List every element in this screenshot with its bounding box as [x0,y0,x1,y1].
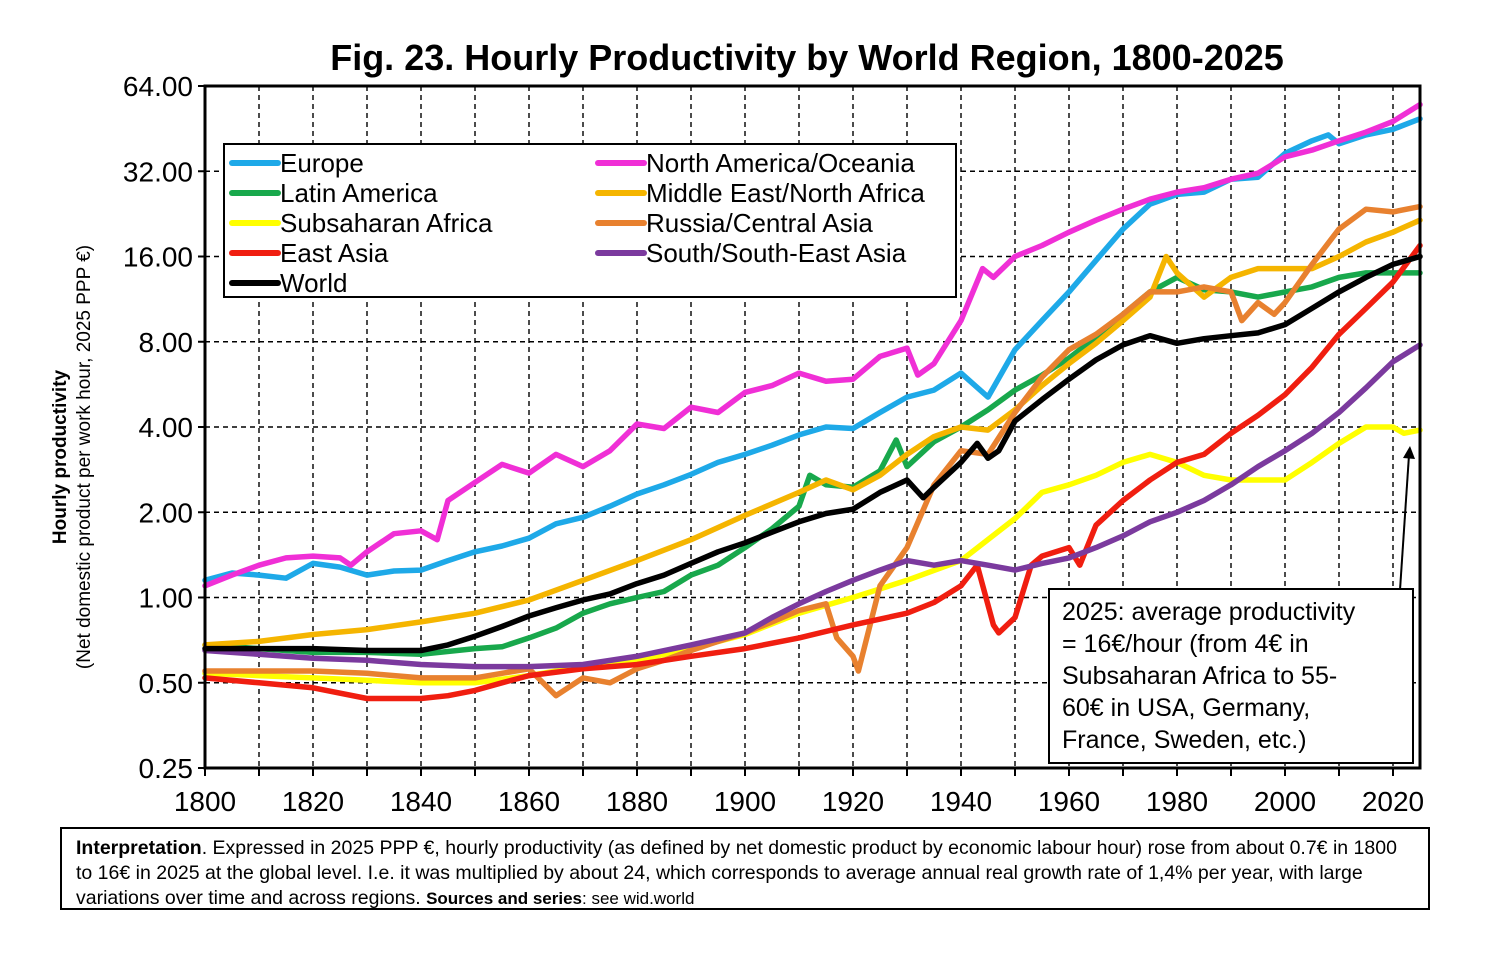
legend-label: Russia/Central Asia [646,208,873,238]
y-tick-label: 8.00 [139,327,194,358]
chart-title: Fig. 23. Hourly Productivity by World Re… [330,37,1284,78]
x-tick-label: 1880 [606,786,668,817]
series-line-south-south-east-asia [202,342,1423,670]
interpretation-box: Interpretation. Expressed in 2025 PPP €,… [60,827,1430,910]
interpretation-label: Interpretation [76,837,202,859]
legend-label: North America/Oceania [646,148,915,178]
legend-label: South/South-East Asia [646,238,907,268]
x-tick-label: 1820 [282,786,344,817]
sources-text: : see wid.world [582,889,695,908]
sources-label: Sources and series [426,889,582,908]
plot-frame [203,84,1422,770]
y-tick-label: 16.00 [123,242,193,273]
x-tick-label: 1800 [174,786,236,817]
legend-label: Europe [280,148,364,178]
x-tick-label: 1960 [1038,786,1100,817]
series-line-middle-east-north-africa [202,217,1423,648]
y-tick-label: 1.00 [139,583,194,614]
y-tick-label: 0.50 [139,668,194,699]
arrow-head-icon [1403,446,1415,459]
annotation-line-2: = 16€/hour (from 4€ in [1062,630,1309,658]
y-axis: 0.25 0.50 1.00 2.00 4.00 8.00 16.00 32.00 64.00 [123,71,205,784]
annotation-line-4: 60€ in USA, Germany, [1062,694,1310,722]
x-tick-label: 1840 [390,786,452,817]
x-tick-label: 2000 [1254,786,1316,817]
legend-label: World [280,268,347,298]
y-tick-label: 64.00 [123,71,193,102]
x-tick-label: 1980 [1146,786,1208,817]
x-axis: 1800 1820 1840 1860 1880 1900 1920 1940 1960 1980… [174,768,1424,817]
series-lines [202,101,1423,702]
y-tick-label: 4.00 [139,412,194,443]
legend-label: Subsaharan Africa [280,208,493,238]
series-line-world [202,253,1423,654]
chart: Fig. 23. Hourly Productivity by World Re… [50,37,1424,817]
y-axis-label: Hourly productivity (Net domestic produc… [50,245,95,669]
y-axis-subtitle: (Net domestic product per work hour, 202… [74,245,95,669]
annotation: 2025: average productivity = 16€/hour (f… [1048,446,1415,764]
interpretation-text: . Expressed in 2025 PPP €, hourly produc… [76,837,1397,909]
y-tick-label: 2.00 [139,497,194,528]
series-line-russia-central-asia [202,203,1423,699]
y-tick-label: 32.00 [123,156,193,187]
annotation-line-1: 2025: average productivity [1062,598,1356,626]
x-tick-label: 2020 [1362,786,1424,817]
x-tick-label: 1860 [498,786,560,817]
annotation-arrow [1399,454,1410,591]
legend-label: Latin America [280,178,438,208]
y-axis-title: Hourly productivity [50,369,71,544]
series-line-subsaharan-africa [202,424,1423,686]
x-tick-label: 1920 [822,786,884,817]
legend-label: East Asia [280,238,389,268]
legend-box [223,143,957,298]
series-line-north-america-oceania [202,101,1423,589]
annotation-line-3: Subsaharan Africa to 55- [1062,662,1337,690]
x-tick-label: 1940 [930,786,992,817]
legend-label: Middle East/North Africa [646,178,925,208]
series-line-east-asia [202,242,1423,702]
y-tick-label: 0.25 [139,753,194,784]
x-tick-label: 1900 [714,786,776,817]
annotation-box [1048,588,1414,764]
annotation-line-5: France, Sweden, etc.) [1062,726,1307,754]
